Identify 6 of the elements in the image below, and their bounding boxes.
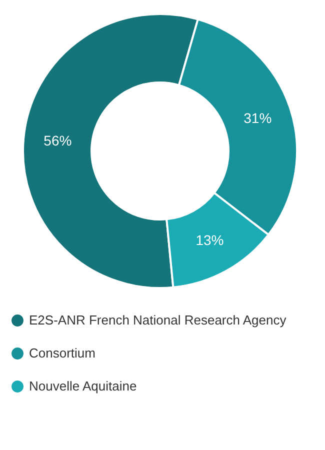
legend-label: E2S-ANR French National Research Agency: [29, 312, 287, 328]
data-label: 56%: [44, 132, 72, 149]
data-label: 13%: [196, 232, 224, 248]
legend-label: Nouvelle Aquitaine: [29, 378, 137, 394]
data-label: 31%: [244, 110, 272, 126]
legend-label: Consortium: [29, 346, 96, 360]
